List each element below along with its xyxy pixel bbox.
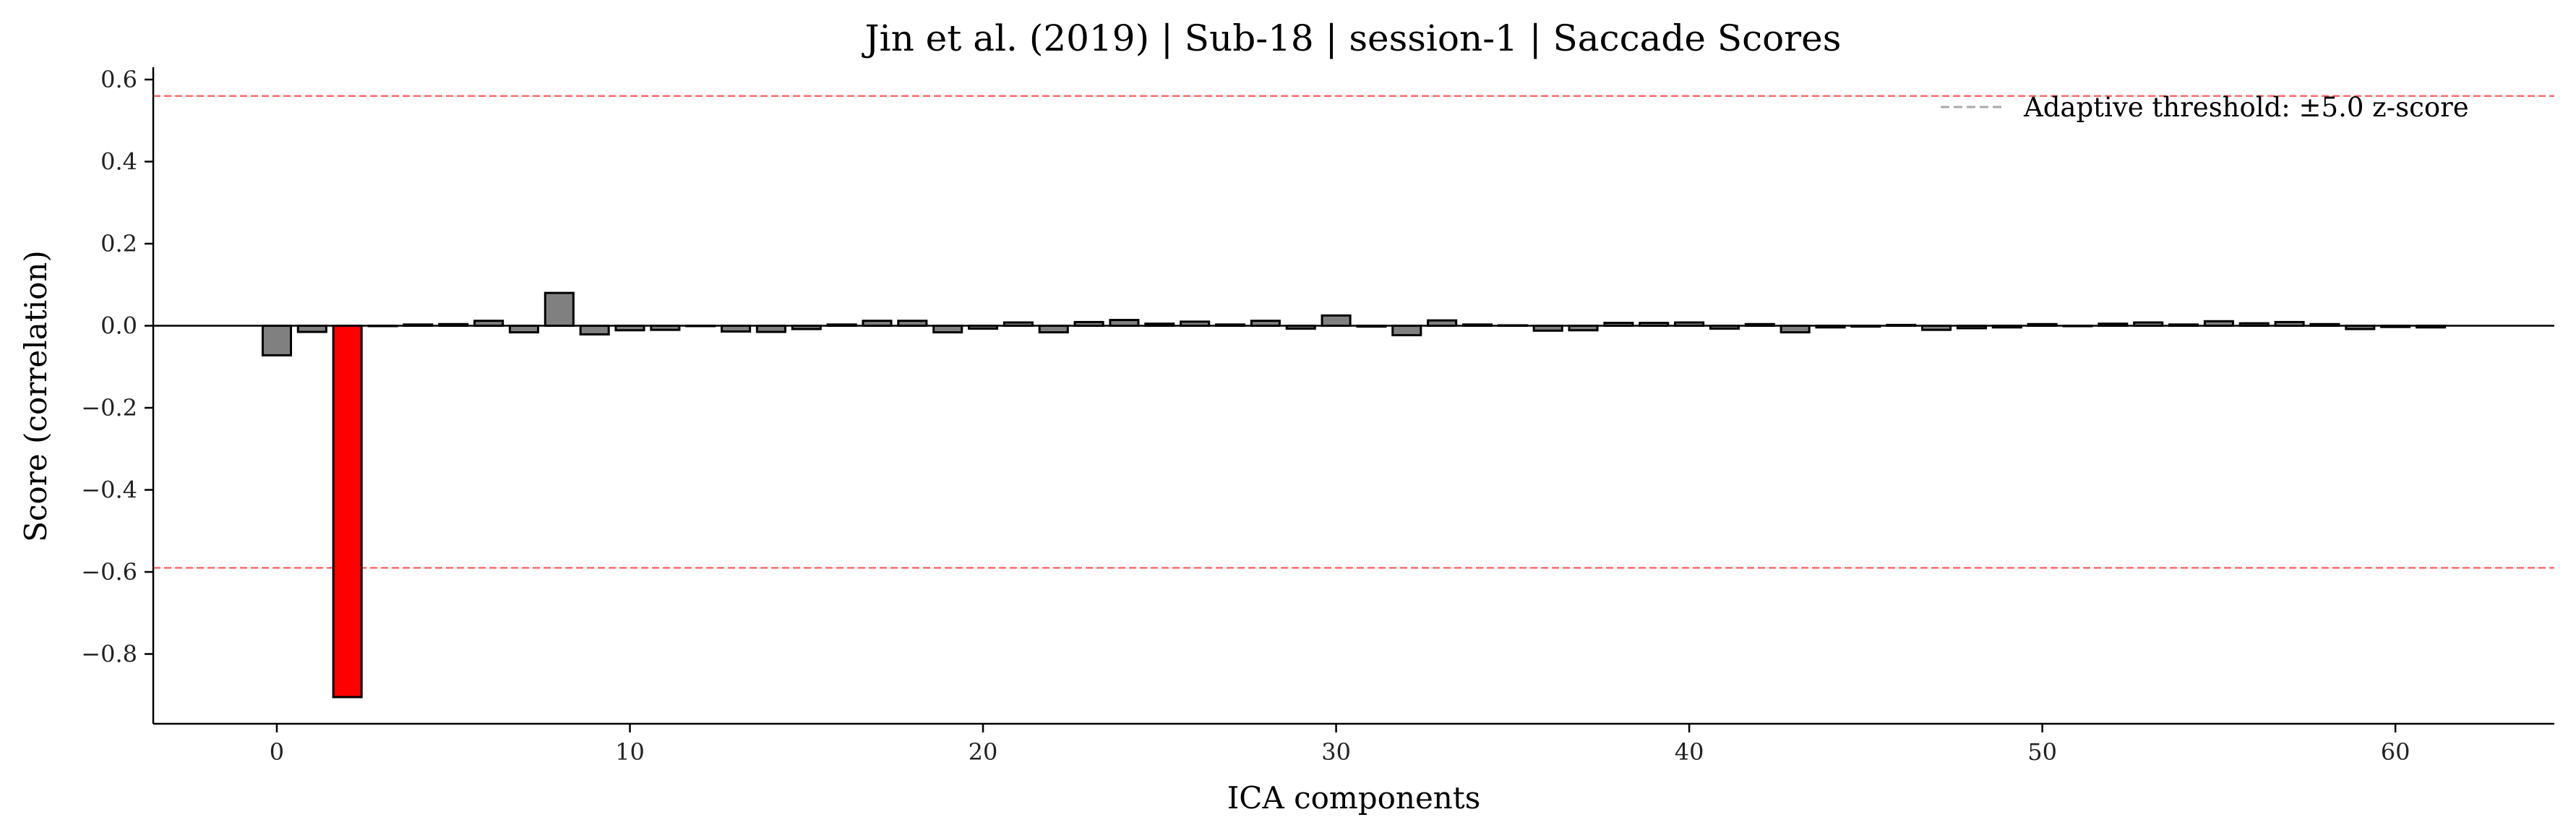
y-tick-label-3: 0.0 [100,312,137,340]
bar-component-43 [1779,325,1811,334]
x-tick-label-30: 30 [1321,738,1351,766]
y-tick-label-5: −0.4 [81,476,137,504]
y-axis-label: Score (correlation) [18,250,53,542]
x-tick-label-60: 60 [2381,738,2410,766]
x-tick-label-40: 40 [1675,738,1704,766]
bar-component-0 [261,325,293,356]
y-tick-label-4: −0.2 [81,394,137,422]
bar-component-8 [544,291,575,328]
y-tick-label-6: −0.6 [81,558,137,586]
legend-threshold-label: Adaptive threshold: ±5.0 z-score [2023,92,2469,123]
x-tick-label-20: 20 [969,738,998,766]
bar-component-1 [296,325,327,333]
bar-component-32 [1391,325,1422,337]
y-tick-label-7: −0.8 [81,641,137,668]
x-axis-label: ICA components [1227,780,1481,816]
bar-component-9 [579,325,610,335]
plot-area: 0 10 20 30 40 50 60 0.6 0.4 0.2 0.0 −0.2 −0.4 −0.6 −0.… [81,66,2554,766]
x-tick-label-50: 50 [2027,738,2057,766]
y-tick-label-0: 0.6 [100,66,137,93]
bar-component-14 [755,325,786,333]
bar-component-19 [932,325,963,334]
legend: Adaptive threshold: ±5.0 z-score [1941,92,2469,123]
x-tick-label-0: 0 [270,738,284,766]
chart-title: Jin et al. (2019) | Sub-18 | session-1 |… [862,17,1842,59]
bar-component-2 [332,325,363,698]
y-tick-label-2: 0.2 [100,230,137,257]
bar-component-30 [1321,314,1352,328]
x-tick-label-10: 10 [615,738,645,766]
y-tick-label-1: 0.4 [100,148,137,176]
bar-component-7 [508,325,539,334]
bar-component-22 [1038,325,1069,334]
